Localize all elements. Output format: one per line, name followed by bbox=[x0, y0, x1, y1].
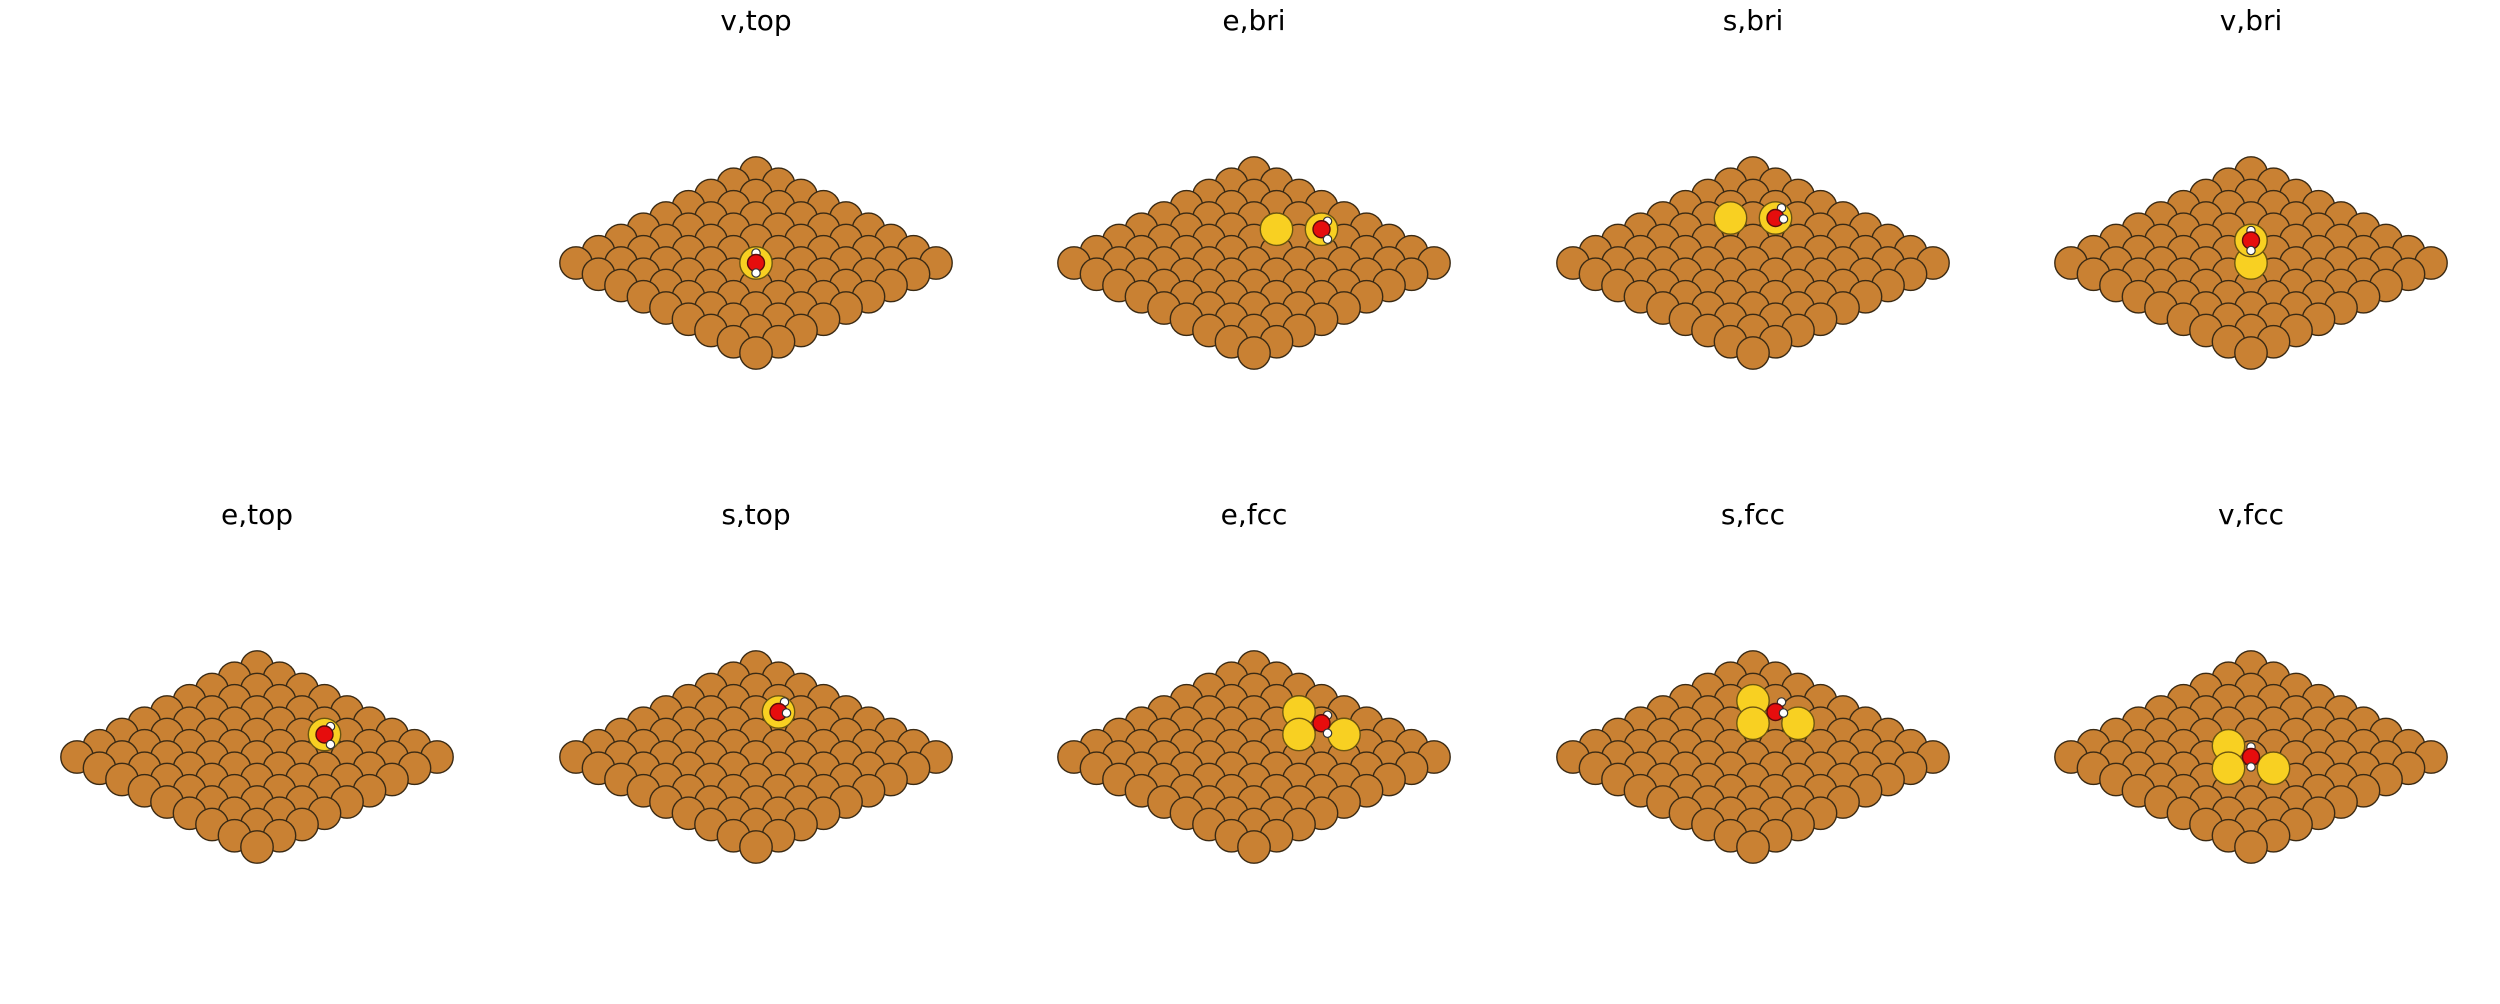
copper-atom-icon bbox=[2234, 336, 2268, 370]
panel-title: v,top bbox=[720, 4, 791, 37]
copper-atom-icon bbox=[1736, 336, 1770, 370]
binding-site-atom-icon bbox=[1781, 706, 1815, 741]
adsorbate-group bbox=[1736, 683, 1815, 741]
binding-site-atom-icon bbox=[2256, 751, 2291, 786]
surface-slab bbox=[1057, 156, 1451, 370]
adsorbate-group bbox=[1713, 201, 1793, 235]
binding-site-atom-icon bbox=[1736, 706, 1770, 741]
hydrogen-atom-icon bbox=[2246, 245, 2256, 256]
oxygen-atom-icon bbox=[1312, 714, 1331, 733]
panel-title: e,bri bbox=[1222, 4, 1285, 37]
binding-site-atom-icon bbox=[1282, 717, 1316, 752]
hydrogen-atom-icon bbox=[325, 739, 336, 750]
binding-site-atom-icon bbox=[1327, 717, 1361, 752]
panel-s-top: s,top bbox=[559, 498, 953, 864]
copper-atom-icon bbox=[1237, 830, 1271, 864]
adsorbate-group bbox=[739, 246, 773, 280]
surface-slab bbox=[1556, 156, 1950, 370]
panel-e-fcc: e,fcc bbox=[1057, 498, 1451, 864]
binding-site-atom-icon bbox=[1713, 201, 1748, 235]
adsorbate-group bbox=[307, 717, 342, 752]
adsorbate-group bbox=[2211, 728, 2291, 786]
copper-atom-icon bbox=[739, 336, 773, 370]
oxygen-atom-icon bbox=[1312, 220, 1331, 239]
panel-title: s,top bbox=[721, 498, 790, 531]
panel-title: e,top bbox=[221, 498, 293, 531]
oxygen-atom-icon bbox=[315, 725, 334, 744]
panel-title: s,fcc bbox=[1721, 498, 1785, 531]
hydrogen-atom-icon bbox=[1322, 234, 1333, 245]
adsorbate-group bbox=[1259, 212, 1339, 247]
panel-s-fcc: s,fcc bbox=[1556, 498, 1950, 864]
panel-e-top: e,top bbox=[60, 498, 454, 864]
copper-atom-icon bbox=[739, 830, 773, 864]
panel-title: e,fcc bbox=[1221, 498, 1288, 531]
binding-site-atom-icon bbox=[1259, 212, 1294, 247]
surface-slab bbox=[1057, 650, 1451, 864]
surface-slab bbox=[60, 650, 454, 864]
panel-v-bri: v,bri bbox=[2054, 4, 2448, 370]
panel-e-bri: e,bri bbox=[1057, 4, 1451, 370]
panel-s-bri: s,bri bbox=[1556, 4, 1950, 370]
panel-title: v,bri bbox=[2220, 4, 2283, 37]
surface-slab bbox=[1556, 650, 1950, 864]
adsorbate-group bbox=[761, 695, 796, 729]
panel-title: s,bri bbox=[1723, 4, 1784, 37]
copper-atom-icon bbox=[1237, 336, 1271, 370]
copper-atom-icon bbox=[1736, 830, 1770, 864]
copper-atom-icon bbox=[240, 830, 274, 864]
binding-site-atom-icon bbox=[2211, 751, 2246, 786]
hydrogen-atom-icon bbox=[1778, 708, 1789, 718]
copper-atom-icon bbox=[2234, 830, 2268, 864]
hydrogen-atom-icon bbox=[781, 708, 792, 718]
hydrogen-atom-icon bbox=[1778, 214, 1789, 224]
surface-slab bbox=[559, 156, 953, 370]
panel-title: v,fcc bbox=[2218, 498, 2284, 531]
hydrogen-atom-icon bbox=[2246, 762, 2256, 772]
panel-v-fcc: v,fcc bbox=[2054, 498, 2448, 864]
surface-slab bbox=[559, 650, 953, 864]
adsorbate-group bbox=[2234, 223, 2268, 280]
hydrogen-atom-icon bbox=[751, 268, 761, 278]
panel-v-top: v,top bbox=[559, 4, 953, 370]
adsorbate-group bbox=[1282, 695, 1361, 752]
hydrogen-atom-icon bbox=[1322, 728, 1333, 739]
